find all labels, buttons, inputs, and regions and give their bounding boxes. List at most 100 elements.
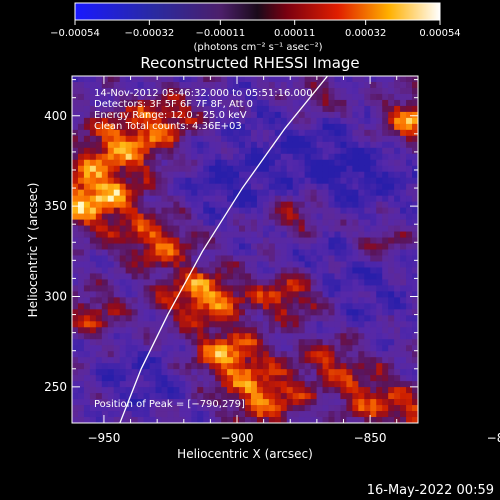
heatmap-cell — [316, 255, 323, 262]
heatmap-cell — [286, 237, 294, 244]
heatmap-cell — [298, 339, 306, 346]
heatmap-cell — [245, 153, 252, 161]
heatmap-cell — [322, 213, 329, 220]
heatmap-cell — [209, 213, 216, 220]
heatmap-cell — [221, 267, 228, 274]
heatmap-cell — [280, 369, 288, 376]
heatmap-cell — [334, 81, 341, 89]
heatmap-cell — [227, 135, 234, 143]
heatmap-cell — [137, 159, 144, 167]
heatmap-cell — [250, 183, 258, 191]
heatmap-cell — [370, 315, 377, 322]
heatmap-cell — [203, 117, 210, 125]
heatmap-cell — [352, 381, 359, 388]
heatmap-cell — [310, 327, 317, 334]
heatmap-cell — [107, 291, 115, 298]
heatmap-cell — [185, 351, 192, 358]
heatmap-cell — [322, 387, 329, 394]
heatmap-cell — [286, 249, 294, 256]
heatmap-cell — [173, 99, 180, 107]
heatmap-cell — [364, 333, 371, 340]
heatmap-cell — [310, 177, 317, 185]
heatmap-cell — [209, 333, 216, 340]
heatmap-cell — [250, 339, 258, 346]
heatmap-cell — [227, 159, 234, 167]
heatmap-cell — [328, 141, 335, 149]
heatmap-cell — [274, 189, 282, 197]
heatmap-cell — [197, 249, 204, 256]
heatmap-cell — [209, 267, 216, 274]
heatmap-cell — [191, 141, 198, 149]
heatmap-cell — [191, 231, 198, 238]
heatmap-cell — [167, 219, 174, 226]
heatmap-cell — [280, 93, 288, 101]
heatmap-cell — [149, 81, 156, 89]
heatmap-cell — [143, 369, 150, 376]
heatmap-cell — [298, 285, 306, 292]
heatmap-cell — [221, 363, 228, 370]
heatmap-cell — [310, 399, 317, 406]
heatmap-cell — [131, 171, 139, 179]
heatmap-cell — [89, 105, 97, 113]
heatmap-cell — [227, 303, 234, 310]
heatmap-cell — [227, 237, 234, 244]
heatmap-cell — [233, 339, 240, 346]
heatmap-cell — [149, 159, 156, 167]
heatmap-cell — [227, 87, 234, 95]
heatmap-cell — [113, 159, 121, 167]
heatmap-cell — [167, 345, 174, 352]
heatmap-cell — [173, 327, 180, 334]
heatmap-cell — [322, 225, 329, 232]
heatmap-cell — [292, 249, 300, 256]
heatmap-cell — [107, 375, 115, 382]
heatmap-cell — [149, 153, 156, 161]
heatmap-cell — [215, 231, 222, 238]
heatmap-cell — [239, 279, 246, 286]
heatmap-cell — [77, 297, 85, 304]
heatmap-cell — [382, 279, 389, 286]
heatmap-cell — [215, 189, 222, 197]
heatmap-cell — [370, 351, 377, 358]
heatmap-cell — [268, 195, 276, 203]
heatmap-cell — [77, 76, 85, 83]
heatmap-cell — [149, 87, 156, 95]
heatmap-cell — [185, 219, 192, 226]
heatmap-cell — [322, 117, 329, 125]
heatmap-cell — [382, 303, 389, 310]
heatmap-cell — [352, 363, 359, 370]
heatmap-cell — [382, 195, 389, 203]
heatmap-cell — [340, 345, 347, 352]
heatmap-cell — [304, 303, 312, 310]
heatmap-cell — [113, 99, 121, 107]
heatmap-cell — [286, 393, 294, 400]
heatmap-cell — [280, 243, 288, 250]
heatmap-cell — [310, 357, 317, 364]
heatmap-cell — [72, 279, 79, 286]
heatmap-cell — [245, 165, 252, 173]
heatmap-cell — [203, 111, 210, 119]
heatmap-cell — [227, 195, 234, 203]
heatmap-cell — [298, 141, 306, 149]
heatmap-cell — [262, 387, 270, 394]
chart-title: Reconstructed RHESSI Image — [140, 54, 359, 72]
heatmap-cell — [179, 195, 186, 203]
heatmap-cell — [304, 219, 312, 226]
heatmap-cell — [137, 237, 144, 244]
heatmap-cell — [406, 303, 413, 310]
heatmap-cell — [191, 93, 198, 101]
heatmap-cell — [370, 177, 377, 185]
heatmap-cell — [358, 105, 365, 113]
heatmap-cell — [358, 219, 365, 226]
heatmap-cell — [286, 351, 294, 358]
heatmap-cell — [89, 177, 97, 185]
heatmap-cell — [143, 279, 150, 286]
heatmap-cell — [233, 225, 240, 232]
heatmap-cell — [239, 207, 246, 214]
heatmap-cell — [304, 369, 312, 376]
heatmap-cell — [113, 225, 121, 232]
heatmap-cell — [370, 213, 377, 220]
heatmap-cell — [262, 357, 270, 364]
heatmap-cell — [185, 76, 192, 83]
heatmap-cell — [191, 303, 198, 310]
